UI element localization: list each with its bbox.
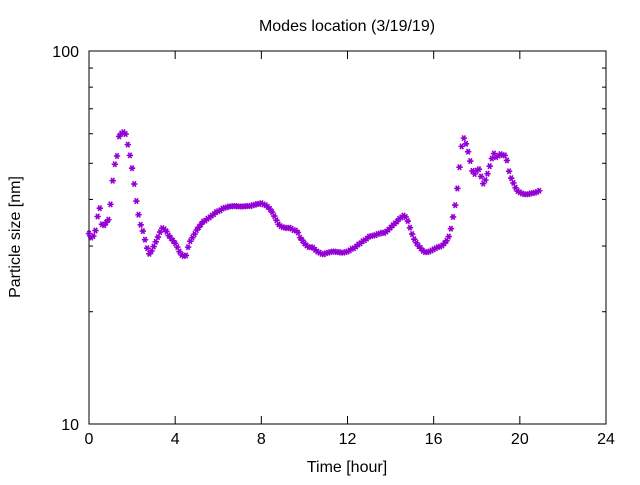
x-tick-label: 20 [511,431,529,448]
data-point [294,229,302,236]
data-point [484,170,491,177]
y-tick-label: 10 [61,417,79,434]
data-point [152,238,159,245]
data-point [475,166,483,173]
data-point [135,211,142,218]
data-point [456,164,463,171]
data-point [96,204,103,212]
data-point [508,175,515,182]
data-point [109,177,116,184]
data-point [143,245,151,252]
data-point [454,185,461,192]
x-tick-label: 12 [339,431,357,448]
data-point [408,230,416,238]
data-points [86,129,543,260]
plot-frame [88,50,607,425]
data-point [464,148,472,155]
data-point [141,236,149,243]
data-point [406,224,414,231]
data-point [488,155,496,162]
data-point [92,227,99,234]
data-point [467,157,474,165]
y-axis-label: Particle size [nm] [7,176,24,298]
data-point [447,225,455,232]
x-axis-label: Time [hour] [307,459,387,476]
data-point [131,180,138,188]
x-tick-label: 0 [85,431,94,448]
data-point [126,152,134,159]
data-point [111,161,119,168]
x-tick-label: 8 [257,431,266,448]
data-point [462,140,470,147]
data-point [122,130,129,138]
data-point [107,201,114,208]
y-tick-label: 100 [52,44,79,61]
data-point [505,168,513,175]
data-point [124,141,131,148]
data-point [477,173,485,180]
data-point [174,243,181,251]
x-tick-label: 24 [597,431,615,448]
axis-tick-labels: 0 4 8 12 16 20 24 10 100 [52,44,615,448]
data-point [90,232,97,240]
data-point [133,197,140,205]
data-point [137,221,144,228]
data-point [139,227,147,235]
data-point [94,213,101,220]
data-point [150,243,157,250]
x-tick-label: 16 [425,431,443,448]
data-point [482,176,489,184]
data-point [452,202,459,209]
data-point [184,243,192,251]
data-point [156,228,164,236]
data-point [105,216,112,223]
data-point [128,165,136,172]
data-point [536,187,543,194]
data-point [458,143,465,150]
data-point [449,213,457,221]
data-point [503,157,511,164]
chart-title: Modes location (3/19/19) [259,18,435,35]
data-point [510,179,517,187]
data-point [460,134,468,142]
data-point [182,252,190,259]
data-point [154,233,162,241]
axis-ticks [88,50,607,425]
data-point [486,163,493,170]
x-tick-label: 4 [171,431,180,448]
data-point [113,152,121,160]
data-point [404,217,412,225]
data-point [445,233,452,240]
data-point [501,152,508,159]
